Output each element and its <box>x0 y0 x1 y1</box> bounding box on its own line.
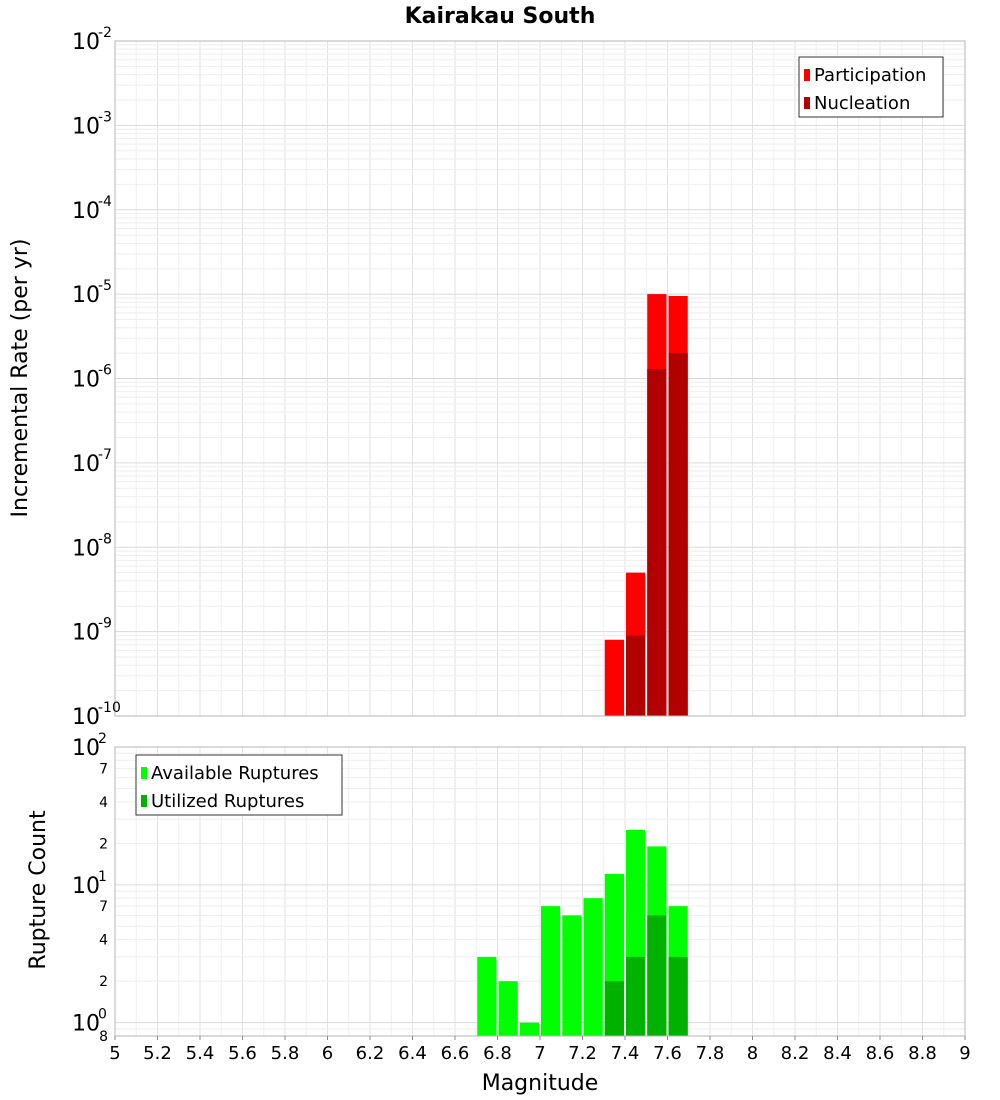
svg-text:-2: -2 <box>98 25 112 41</box>
bottom-bar-available-ruptures <box>477 956 497 1036</box>
top-y-tick-label: 10-3 <box>72 109 112 139</box>
bottom-bar-available-ruptures <box>541 906 561 1036</box>
x-tick-label: 5.8 <box>271 1043 300 1064</box>
svg-text:-10: -10 <box>98 700 121 716</box>
svg-text:10: 10 <box>72 621 100 646</box>
top-plot-frame <box>114 40 966 717</box>
top-legend-label: Nucleation <box>814 93 910 114</box>
top-bar-nucleation <box>626 635 646 716</box>
svg-text:-8: -8 <box>98 531 112 547</box>
x-tick-label: 7.4 <box>611 1043 640 1064</box>
top-bar-nucleation <box>668 353 688 716</box>
x-tick-label: 6.6 <box>441 1043 470 1064</box>
x-tick-label: 8.6 <box>866 1043 895 1064</box>
bottom-bar-utilized-ruptures <box>668 956 688 1036</box>
x-tick-label: 5.6 <box>228 1043 257 1064</box>
bottom-y-minor-label: 2 <box>99 974 108 990</box>
x-tick-label: 6.8 <box>483 1043 512 1064</box>
svg-text:10: 10 <box>72 736 100 761</box>
svg-text:10: 10 <box>72 536 100 561</box>
x-tick-label: 8.2 <box>781 1043 810 1064</box>
bottom-bar-available-ruptures <box>583 898 603 1036</box>
svg-text:-7: -7 <box>98 447 112 463</box>
bottom-bar-available-ruptures <box>562 915 582 1036</box>
bottom-legend-label: Utilized Ruptures <box>151 791 304 812</box>
svg-text:1: 1 <box>98 869 107 885</box>
svg-text:2: 2 <box>98 731 107 747</box>
top-bar-participation <box>604 639 624 716</box>
chart-title: Kairakau South <box>405 4 596 29</box>
x-tick-label: 6.4 <box>398 1043 427 1064</box>
top-y-tick-label: 10-9 <box>72 616 112 646</box>
x-tick-label: 7 <box>534 1043 545 1064</box>
bottom-bar-available-ruptures <box>519 1022 539 1036</box>
x-tick-label: 7.8 <box>696 1043 725 1064</box>
top-legend-box <box>798 56 944 118</box>
bottom-legend-swatch <box>141 767 147 779</box>
bottom-legend-box <box>135 754 343 816</box>
svg-text:10: 10 <box>72 199 100 224</box>
bottom-bar-utilized-ruptures <box>604 981 624 1036</box>
top-y-tick-label: 10-7 <box>72 447 112 477</box>
bottom-y-minor-label: 4 <box>99 795 108 811</box>
bottom-y-axis-label: Rupture Count <box>26 810 51 970</box>
bottom-legend-label: Available Ruptures <box>151 763 319 784</box>
top-y-tick-label: 10-4 <box>72 194 112 224</box>
svg-text:-6: -6 <box>98 363 112 379</box>
top-y-tick-label: 10-6 <box>72 363 112 393</box>
bottom-bar-utilized-ruptures <box>647 915 667 1036</box>
svg-text:10: 10 <box>72 705 100 730</box>
svg-text:10: 10 <box>72 114 100 139</box>
x-tick-label: 7.6 <box>653 1043 682 1064</box>
svg-text:-4: -4 <box>98 194 112 210</box>
bottom-y-tick-label: 102 <box>72 731 107 761</box>
x-tick-label: 9 <box>959 1043 970 1064</box>
x-tick-label: 6 <box>322 1043 333 1064</box>
x-tick-label: 5.4 <box>186 1043 215 1064</box>
x-tick-label: 8.8 <box>908 1043 937 1064</box>
svg-text:10: 10 <box>72 1012 100 1037</box>
bottom-y-tick-label: 101 <box>72 869 107 899</box>
top-y-tick-label: 10-5 <box>72 278 112 308</box>
bottom-y-minor-label: 4 <box>99 933 108 949</box>
top-y-tick-label: 10-2 <box>72 25 112 55</box>
bottom-y-minor-label: 2 <box>99 836 108 852</box>
top-y-axis-label: Incremental Rate (per yr) <box>8 239 33 518</box>
svg-text:10: 10 <box>72 368 100 393</box>
svg-text:-3: -3 <box>98 109 112 125</box>
bottom-y-minor-label: 7 <box>99 761 108 777</box>
x-tick-label: 5 <box>109 1043 120 1064</box>
x-tick-label: 7.2 <box>568 1043 597 1064</box>
svg-text:10: 10 <box>72 283 100 308</box>
svg-text:10: 10 <box>72 30 100 55</box>
top-legend-swatch <box>804 97 810 109</box>
top-bar-nucleation <box>647 368 667 716</box>
bottom-y-tick-label: 100 <box>72 1007 107 1037</box>
bottom-bar-utilized-ruptures <box>626 956 646 1036</box>
svg-text:0: 0 <box>98 1007 107 1023</box>
bottom-y-minor-label: 7 <box>99 899 108 915</box>
bottom-y-minor-label: 8 <box>99 1029 108 1045</box>
svg-text:-5: -5 <box>98 278 112 294</box>
bottom-bar-available-ruptures <box>498 981 518 1036</box>
x-tick-label: 8.4 <box>823 1043 852 1064</box>
top-y-tick-label: 10-10 <box>72 700 121 730</box>
top-legend-label: Participation <box>814 65 926 86</box>
x-axis-label: Magnitude <box>482 1071 599 1096</box>
x-tick-label: 8 <box>747 1043 758 1064</box>
top-legend-swatch <box>804 69 810 81</box>
svg-text:10: 10 <box>72 874 100 899</box>
svg-text:10: 10 <box>72 452 100 477</box>
svg-text:-9: -9 <box>98 616 112 632</box>
bottom-legend-swatch <box>141 795 147 807</box>
x-tick-label: 6.2 <box>356 1043 385 1064</box>
top-y-tick-label: 10-8 <box>72 531 112 561</box>
x-tick-label: 5.2 <box>143 1043 172 1064</box>
